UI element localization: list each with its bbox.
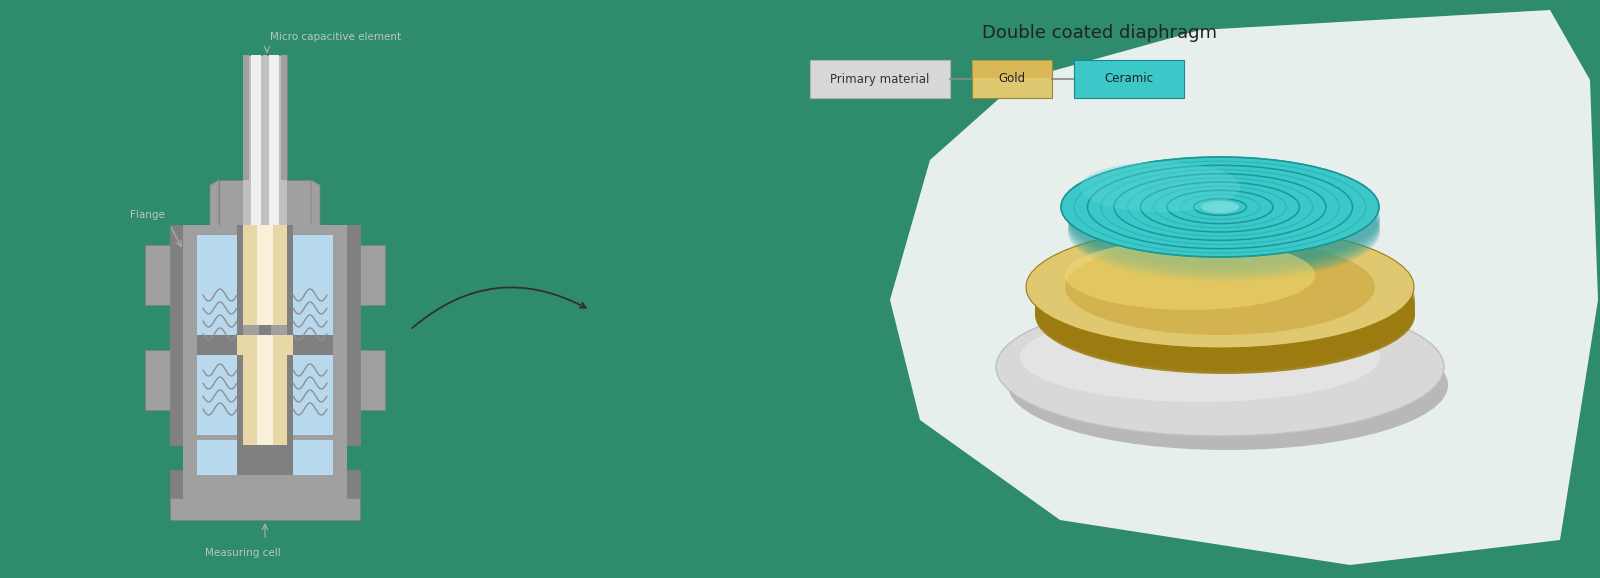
Text: Micro capacitive element: Micro capacitive element — [270, 32, 402, 42]
Ellipse shape — [1069, 184, 1379, 281]
Bar — [243, 225, 259, 445]
Ellipse shape — [1026, 226, 1414, 348]
Bar — [243, 180, 286, 230]
Bar — [243, 225, 286, 325]
Ellipse shape — [1035, 246, 1414, 364]
Text: Measuring cell: Measuring cell — [205, 548, 280, 558]
Ellipse shape — [1035, 250, 1414, 368]
Ellipse shape — [1069, 183, 1379, 280]
Bar — [251, 180, 261, 230]
Bar — [170, 498, 360, 520]
Bar — [360, 350, 386, 410]
Bar — [219, 180, 310, 230]
Bar — [269, 55, 278, 185]
Ellipse shape — [1069, 176, 1379, 273]
Ellipse shape — [1035, 252, 1414, 370]
Bar — [182, 440, 347, 475]
Bar — [243, 355, 286, 445]
Ellipse shape — [1069, 172, 1379, 269]
Ellipse shape — [1035, 254, 1414, 372]
Ellipse shape — [1035, 242, 1414, 360]
Bar — [251, 55, 261, 185]
Ellipse shape — [1021, 312, 1379, 402]
Bar — [282, 55, 286, 185]
Text: Flange: Flange — [130, 210, 165, 220]
Ellipse shape — [1069, 171, 1379, 268]
Bar — [197, 440, 333, 475]
Bar — [269, 180, 278, 230]
Bar — [973, 60, 1053, 78]
Polygon shape — [210, 180, 219, 230]
Ellipse shape — [1069, 180, 1379, 277]
Ellipse shape — [1035, 256, 1414, 374]
Bar — [810, 60, 950, 98]
Bar — [258, 225, 274, 325]
Ellipse shape — [1066, 240, 1315, 310]
Polygon shape — [890, 10, 1598, 565]
Bar — [146, 245, 170, 305]
Ellipse shape — [1080, 162, 1240, 212]
Ellipse shape — [1035, 244, 1414, 362]
Bar — [170, 225, 360, 445]
Ellipse shape — [1008, 320, 1448, 450]
Ellipse shape — [1061, 157, 1379, 257]
Bar — [237, 335, 293, 355]
Bar — [170, 470, 360, 500]
Ellipse shape — [1035, 238, 1414, 356]
Bar — [182, 225, 347, 445]
Bar — [197, 335, 333, 355]
Bar — [237, 225, 293, 445]
Ellipse shape — [1202, 201, 1238, 213]
Text: Ceramic: Ceramic — [1104, 72, 1154, 86]
Bar — [270, 225, 286, 445]
Ellipse shape — [1069, 175, 1379, 272]
Ellipse shape — [995, 298, 1443, 436]
Ellipse shape — [1035, 248, 1414, 366]
Ellipse shape — [1069, 169, 1379, 265]
Bar — [258, 335, 274, 355]
Bar — [146, 350, 170, 410]
Text: Double coated diaphragm: Double coated diaphragm — [982, 24, 1218, 42]
Bar — [973, 60, 1053, 98]
Ellipse shape — [1066, 239, 1374, 335]
Polygon shape — [310, 180, 320, 230]
Bar — [1074, 60, 1184, 98]
Bar — [237, 440, 293, 475]
Text: Gold: Gold — [998, 72, 1026, 86]
Bar — [258, 355, 274, 445]
Bar — [243, 55, 286, 185]
Bar — [197, 235, 237, 435]
Bar — [262, 55, 267, 185]
Ellipse shape — [1035, 240, 1414, 358]
Text: Primary material: Primary material — [830, 72, 930, 86]
Bar — [243, 55, 250, 185]
Bar — [293, 235, 333, 435]
Bar — [360, 245, 386, 305]
Bar — [182, 470, 347, 500]
Ellipse shape — [1069, 179, 1379, 276]
